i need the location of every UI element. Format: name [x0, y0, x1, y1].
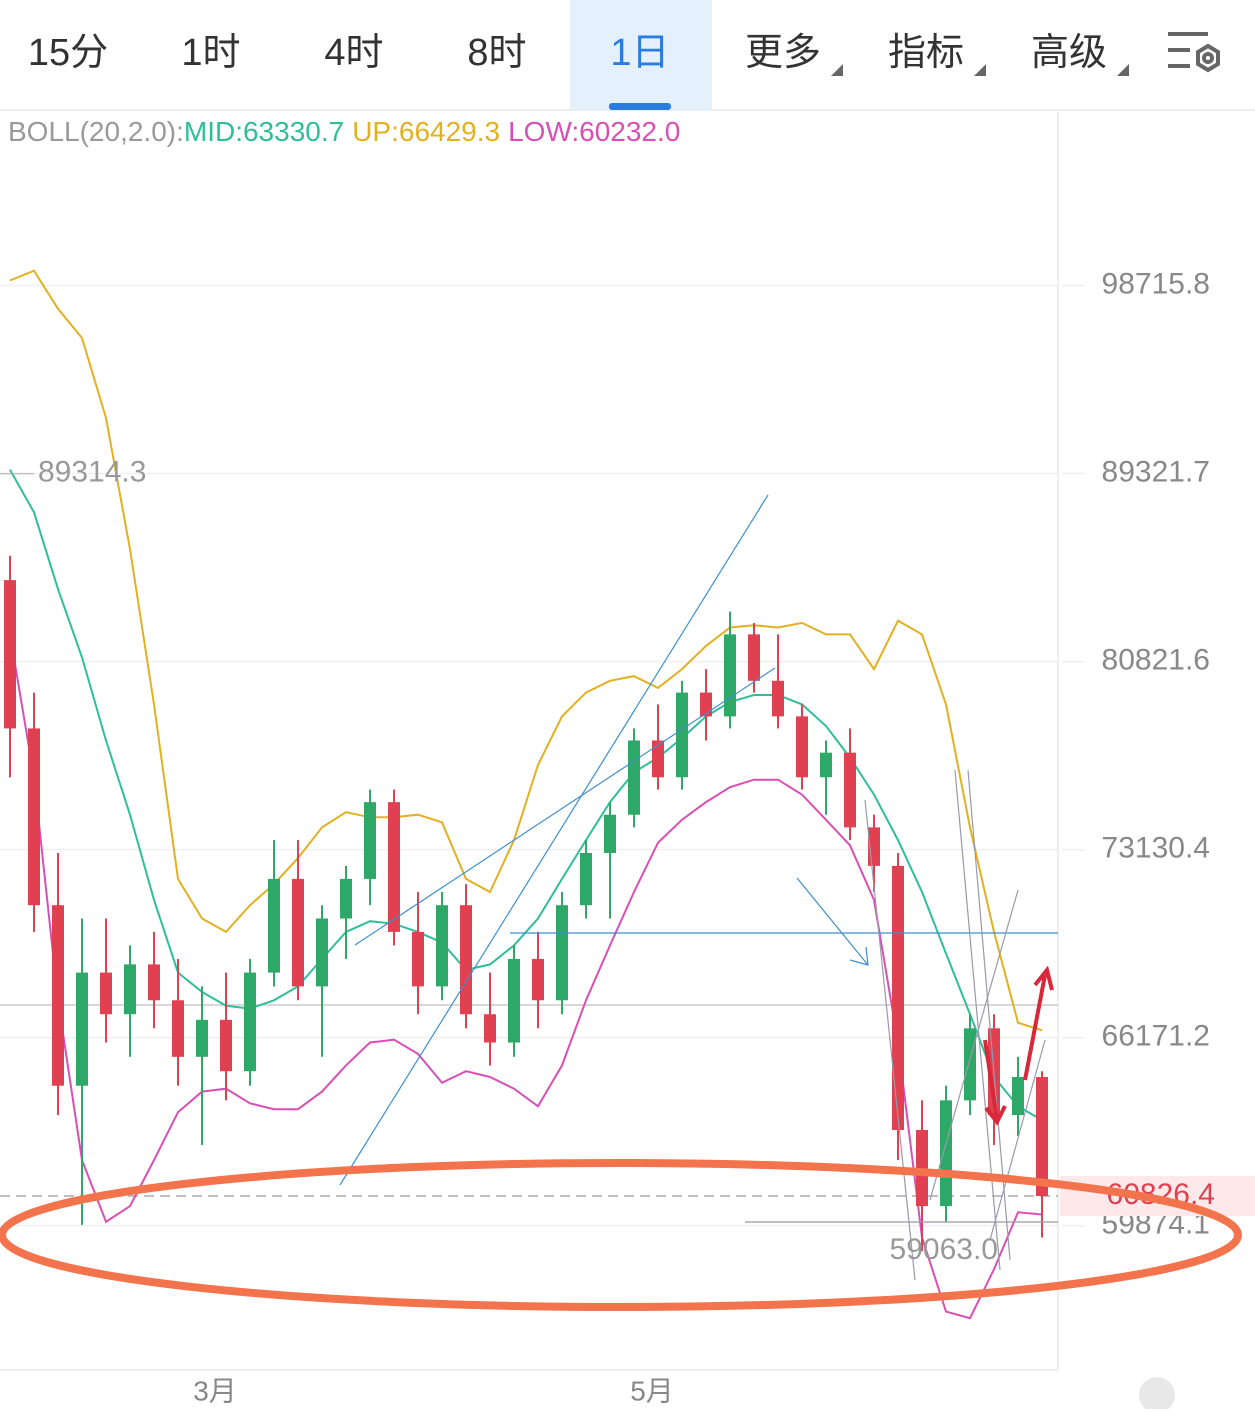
active-tab-indicator	[609, 103, 671, 110]
candle-body	[604, 814, 616, 853]
highlight-ellipse	[0, 1159, 1242, 1311]
candle-body	[628, 740, 640, 815]
candle-body	[388, 802, 400, 932]
candle-body	[148, 964, 160, 1001]
candle-body	[916, 1129, 928, 1207]
candle-body	[1036, 1077, 1048, 1196]
dropdown-caret	[974, 64, 986, 76]
legend-entry: LOW:60232.0	[508, 116, 680, 147]
indicator-label: BOLL(20,2.0):	[8, 116, 184, 147]
settings-icon[interactable]	[1168, 32, 1220, 73]
trend-line	[954, 769, 1001, 1271]
arrow-head	[1033, 965, 1054, 991]
legend-entry: UP:66429.3	[352, 116, 500, 147]
candle-body	[220, 1019, 232, 1072]
candle-body	[1012, 1077, 1024, 1116]
price-annotation: 89314.3	[38, 456, 146, 489]
tab[interactable]: 1日	[610, 32, 669, 74]
trend-line	[354, 667, 776, 946]
candle-body	[484, 1014, 496, 1043]
candle-body	[364, 802, 376, 879]
candle-body	[508, 958, 520, 1043]
candle-body	[556, 905, 568, 1001]
candle-body	[412, 931, 424, 987]
candle-body	[28, 728, 40, 906]
red-arrows	[983, 965, 1054, 1126]
trend-line	[989, 1039, 1046, 1241]
candle-body	[124, 964, 136, 1015]
candle-body	[316, 918, 328, 987]
candle-body	[52, 905, 64, 1086]
candle-body	[76, 972, 88, 1086]
candle-body	[820, 752, 832, 778]
x-tick-label: 5月	[630, 1375, 674, 1406]
y-tick-label: 98715.8	[1102, 267, 1210, 300]
candle-body	[724, 634, 736, 717]
boll-line	[9, 469, 1043, 1121]
arrow	[983, 1039, 999, 1121]
candle-body	[892, 865, 904, 1130]
candle-body	[532, 958, 544, 1001]
candle-body	[172, 1000, 184, 1057]
trend-line	[967, 769, 1011, 1261]
trend-line	[864, 799, 916, 1281]
arrow	[796, 877, 869, 966]
y-tick-label: 66171.2	[1102, 1020, 1210, 1053]
legend-entry: MID:63330.7	[184, 116, 344, 147]
boll-line	[9, 634, 1043, 1320]
tab[interactable]: 1时	[181, 32, 240, 74]
candle-body	[244, 972, 256, 1072]
candle-body	[340, 878, 352, 919]
candle-body	[772, 680, 784, 717]
x-tick-label: 3月	[193, 1375, 237, 1406]
candle-body	[100, 972, 112, 1015]
candle-body	[268, 878, 280, 973]
active-tab-bg	[570, 0, 712, 110]
candle-body	[796, 716, 808, 778]
boll-header: BOLL(20,2.0):MID:63330.7 UP:66429.3 LOW:60…	[8, 116, 680, 147]
candle-body	[196, 1019, 208, 1057]
tab[interactable]: 指标	[888, 32, 964, 74]
arrow-head	[984, 1105, 1007, 1126]
candle-body	[292, 878, 304, 987]
y-tick-label: 80821.6	[1102, 644, 1210, 677]
candle-body	[652, 740, 664, 778]
candle-body	[964, 1028, 976, 1101]
trend-line	[339, 494, 769, 1186]
candle-body	[700, 692, 712, 717]
tab[interactable]: 4时	[324, 32, 383, 74]
candle-body	[580, 852, 592, 906]
trend-line	[929, 889, 1019, 1201]
candle-body	[436, 905, 448, 987]
tab[interactable]: 15分	[28, 32, 108, 74]
tab[interactable]: 高级	[1031, 32, 1107, 74]
dropdown-caret	[1117, 64, 1129, 76]
scroll-button[interactable]	[1139, 1377, 1175, 1413]
candle-body	[748, 634, 760, 681]
tab[interactable]: 更多	[745, 32, 821, 74]
tab[interactable]: 8时	[467, 32, 526, 74]
price-annotation: 59063.0	[890, 1233, 998, 1266]
arrow	[1023, 974, 1047, 1081]
candle-body	[940, 1100, 952, 1207]
candle-body	[844, 752, 856, 828]
dropdown-caret	[831, 64, 843, 76]
y-tick-label: 89321.7	[1102, 455, 1210, 488]
candle-body	[4, 580, 16, 729]
arrow-head	[849, 946, 869, 966]
boll-line	[9, 269, 1043, 1032]
candle-body	[460, 905, 472, 1015]
candle-body	[676, 692, 688, 778]
y-tick-label: 73130.4	[1102, 832, 1210, 865]
